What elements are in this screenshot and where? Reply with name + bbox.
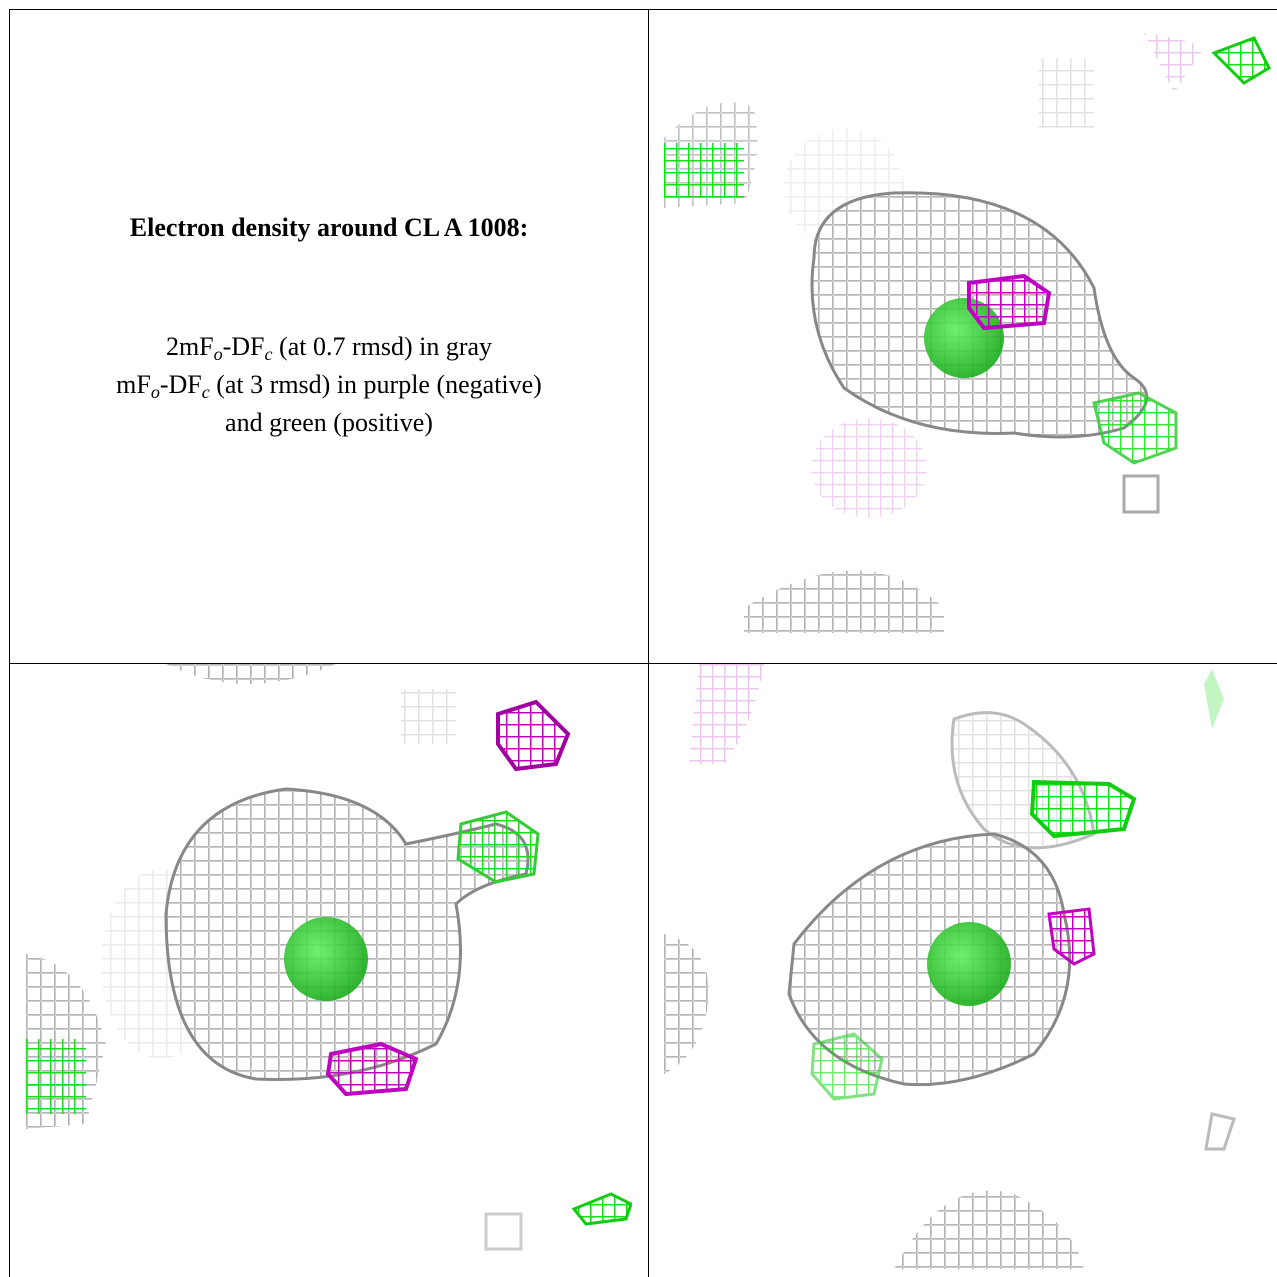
caption: Electron density around CL A 1008: 2mFo-… <box>10 10 648 663</box>
figure-frame <box>9 9 1277 1277</box>
divider <box>648 9 649 1277</box>
subscript: c <box>201 382 210 402</box>
divider <box>9 663 1277 664</box>
caption-line: 2mFo-DFc (at 0.7 rmsd) in gray <box>10 328 648 366</box>
caption-line: mFo-DFc (at 3 rmsd) in purple (negative) <box>10 366 648 404</box>
caption-line: and green (positive) <box>10 404 648 442</box>
subscript: o <box>213 344 223 364</box>
density-view <box>664 33 1271 633</box>
text-run: 2mF <box>165 332 214 361</box>
density-view <box>664 664 1236 1269</box>
text-run: mF <box>116 370 151 399</box>
caption-title: Electron density around CL A 1008: <box>129 213 529 242</box>
text-run: (at 3 rmsd) in purple (negative) <box>209 370 542 399</box>
subscript: o <box>150 382 160 402</box>
text-run: and green (positive) <box>225 408 433 437</box>
text-run: (at 0.7 rmsd) in gray <box>272 332 493 361</box>
text-run: -DF <box>159 370 202 399</box>
caption-lines: 2mFo-DFc (at 0.7 rmsd) in gray mFo-DFc (a… <box>10 328 648 442</box>
text-run: -DF <box>222 332 265 361</box>
density-view <box>26 664 632 1251</box>
subscript: c <box>264 344 273 364</box>
